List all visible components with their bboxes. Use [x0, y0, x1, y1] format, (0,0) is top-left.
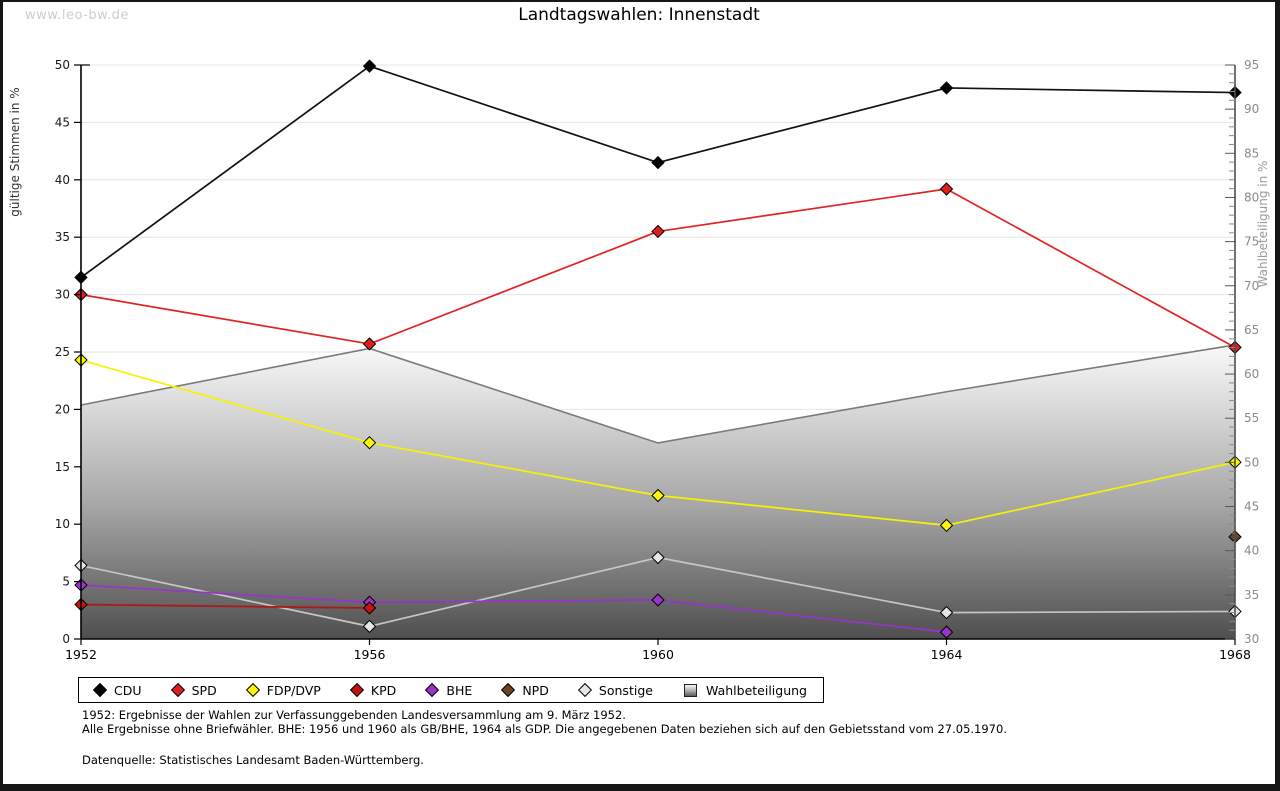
diamond-marker-icon	[501, 682, 516, 698]
legend-label: CDU	[114, 682, 142, 698]
svg-text:75: 75	[1244, 235, 1259, 249]
svg-text:15: 15	[55, 460, 70, 474]
svg-text:1968: 1968	[1219, 647, 1251, 662]
legend-item-spd: SPD	[170, 682, 217, 698]
legend-label: Sonstige	[598, 682, 653, 698]
svg-text:5: 5	[62, 575, 70, 589]
svg-text:55: 55	[1244, 411, 1259, 425]
series-cdu	[74, 59, 1242, 285]
series-spd	[74, 182, 1242, 355]
svg-text:1956: 1956	[354, 647, 386, 662]
legend-label: BHE	[446, 682, 473, 698]
legend-item-wahlbeteiligung: Wahlbeteiligung	[684, 683, 807, 698]
legend-item-fdp-dvp: FDP/DVP	[245, 682, 321, 698]
data-source: Datenquelle: Statistisches Landesamt Bad…	[82, 753, 424, 767]
svg-text:0: 0	[62, 632, 70, 646]
svg-text:40: 40	[55, 173, 70, 187]
legend-label: Wahlbeteiligung	[706, 682, 807, 698]
svg-text:35: 35	[1244, 588, 1259, 602]
right-axis-label: Wahlbeteiligung in %	[1256, 161, 1270, 288]
legend-label: NPD	[522, 682, 549, 698]
election-line-chart: 0 5 10 15 20 25 30 35 40 45 50 30 35 40 45 50 55 60 65 70 75…	[8, 58, 1270, 662]
svg-text:45: 45	[55, 115, 70, 129]
legend-item-npd: NPD	[501, 682, 549, 698]
svg-text:85: 85	[1244, 146, 1259, 160]
svg-text:60: 60	[1244, 367, 1259, 381]
svg-text:10: 10	[55, 517, 70, 531]
legend-item-sonstige: Sonstige	[577, 682, 653, 698]
svg-text:80: 80	[1244, 190, 1259, 204]
footnotes: 1952: Ergebnisse der Wahlen zur Verfassu…	[82, 708, 1007, 767]
diamond-marker-icon	[577, 682, 592, 698]
svg-text:1960: 1960	[642, 647, 674, 662]
legend-item-bhe: BHE	[425, 682, 473, 698]
watermark: www.leo-bw.de	[25, 8, 129, 23]
svg-text:90: 90	[1244, 102, 1259, 116]
chart-title: Landtagswahlen: Innenstadt	[518, 5, 760, 25]
svg-text:25: 25	[55, 345, 70, 359]
legend-label: SPD	[191, 682, 217, 698]
diamond-marker-icon	[170, 682, 185, 698]
svg-text:35: 35	[55, 230, 70, 244]
left-axis-label: gültige Stimmen in %	[8, 87, 22, 216]
series-bhe	[74, 578, 954, 639]
svg-text:50: 50	[1244, 455, 1259, 469]
svg-text:1952: 1952	[65, 647, 97, 662]
svg-text:30: 30	[55, 288, 70, 302]
axes: 0 5 10 15 20 25 30 35 40 45 50 30 35 40 45 50 55 60 65 70 75…	[8, 58, 1270, 662]
footnote-line-1: 1952: Ergebnisse der Wahlen zur Verfassu…	[82, 708, 626, 722]
diamond-marker-icon	[349, 682, 364, 698]
svg-text:95: 95	[1244, 58, 1259, 72]
diamond-marker-icon	[92, 682, 108, 698]
svg-text:30: 30	[1244, 632, 1259, 646]
svg-text:45: 45	[1244, 500, 1259, 514]
svg-text:70: 70	[1244, 279, 1259, 293]
chart-legend: CDU SPD FDP/DVP KPD BHE NPD Sonstige Wahlbeteil…	[78, 677, 824, 703]
legend-label: KPD	[370, 682, 397, 698]
svg-text:65: 65	[1244, 323, 1259, 337]
diamond-marker-icon	[425, 682, 440, 698]
svg-text:1964: 1964	[931, 647, 963, 662]
diamond-marker-icon	[245, 682, 260, 698]
svg-text:40: 40	[1244, 544, 1259, 558]
svg-text:50: 50	[55, 58, 70, 72]
legend-item-cdu: CDU	[92, 682, 142, 698]
legend-item-kpd: KPD	[349, 682, 397, 698]
footnote-line-2: Alle Ergebnisse ohne Briefwähler. BHE: 1…	[82, 722, 1007, 736]
gradient-square-marker-icon	[684, 683, 698, 697]
series-sonstige	[74, 550, 1242, 634]
svg-text:20: 20	[55, 402, 70, 416]
legend-label: FDP/DVP	[266, 682, 321, 698]
series	[74, 59, 1242, 639]
